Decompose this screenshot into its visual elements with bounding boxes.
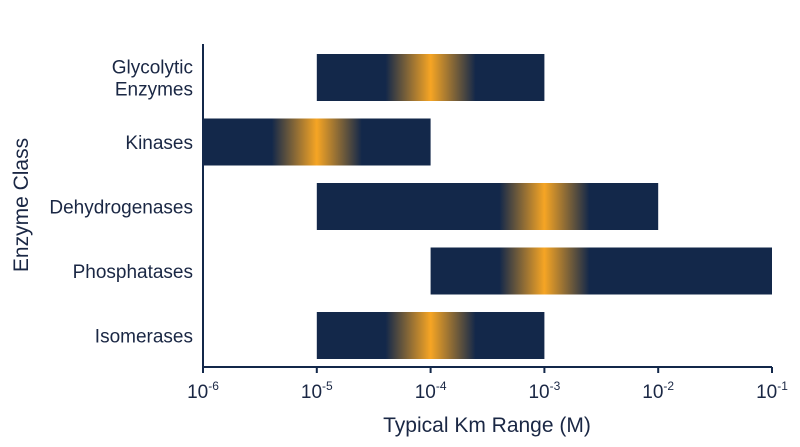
x-tick-label: 10-5 xyxy=(301,379,333,403)
category-labels: Glycolytic Enzymes Kinases Dehydrogenases Ph… xyxy=(49,58,193,348)
bars-layer xyxy=(203,54,772,359)
range-bar-phosphatases xyxy=(430,247,772,295)
x-tick-label: 10-4 xyxy=(415,379,447,403)
category-label: Dehydrogenases xyxy=(49,198,193,219)
axes xyxy=(202,44,772,368)
x-tick-label: 10-2 xyxy=(642,379,674,403)
range-bar-kinases xyxy=(203,118,431,166)
x-tick-label: 10-3 xyxy=(528,379,560,403)
range-bar-dehydrogenases xyxy=(316,183,659,230)
category-label: Phosphatases xyxy=(73,262,193,283)
range-bar-glycolytic-enzymes xyxy=(316,54,545,101)
x-ticks: 10-6 10-5 10-4 10-3 10-2 10-1 xyxy=(187,367,788,403)
category-label: Glycolytic Enzymes xyxy=(112,58,193,101)
category-label: Isomerases xyxy=(95,327,193,348)
category-label: Kinases xyxy=(125,133,193,154)
x-tick-label: 10-1 xyxy=(756,379,788,403)
x-tick-label: 10-6 xyxy=(187,379,219,403)
y-axis-title: Enzyme Class xyxy=(10,138,33,272)
range-bar-isomerases xyxy=(316,312,545,359)
x-axis-title: Typical Km Range (M) xyxy=(383,414,591,437)
